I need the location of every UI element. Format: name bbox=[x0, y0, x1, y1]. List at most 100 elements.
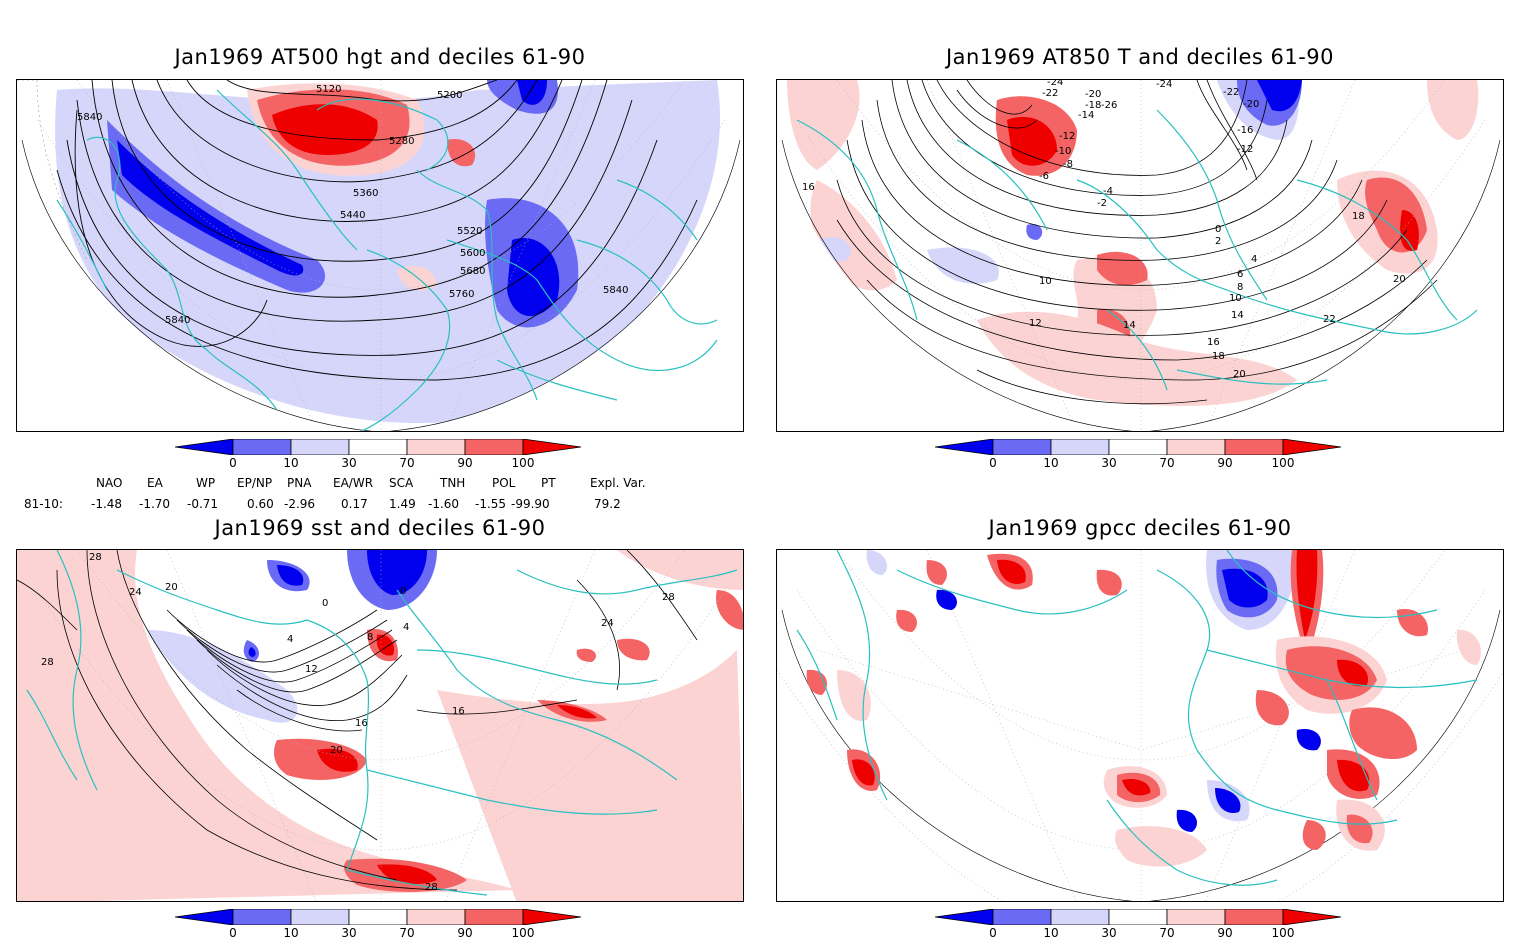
panel-4-title: Jan1969 gpcc deciles 61-90 bbox=[988, 516, 1292, 540]
contour-label: 18 bbox=[1352, 211, 1365, 222]
contour-label: 0 bbox=[400, 586, 406, 597]
colorbar-tick: 90 bbox=[457, 456, 473, 470]
contour-label: 5600 bbox=[460, 248, 485, 259]
contour-label: 20 bbox=[330, 745, 343, 756]
contour-label: 5440 bbox=[340, 210, 365, 221]
contour-label: 16 bbox=[355, 718, 368, 729]
contour-label: -14 bbox=[1078, 110, 1094, 121]
contour-label: -22 bbox=[1223, 87, 1239, 98]
contour-label: 4 bbox=[1251, 254, 1257, 265]
contour-label: 5760 bbox=[449, 289, 474, 300]
index-value-pol: -1.55 bbox=[475, 497, 507, 511]
index-row-label: 81-10: bbox=[24, 497, 63, 511]
contour-label: 12 bbox=[305, 664, 318, 675]
index-value-explvar: 79.2 bbox=[594, 497, 621, 511]
contour-labels-at500: 5120 5200 5280 5360 5440 5520 5600 5680 … bbox=[77, 84, 628, 326]
contour-label: 20 bbox=[165, 582, 178, 593]
contour-label: 20 bbox=[1233, 369, 1246, 380]
contour-label: 5200 bbox=[437, 90, 462, 101]
map-gpcc-svg bbox=[777, 550, 1503, 901]
map-sst-svg: 28 24 20 0 4 8 12 16 16 20 24 28 28 28 0… bbox=[17, 550, 743, 901]
contour-label: 0 bbox=[322, 598, 328, 609]
colorbar-tick: 0 bbox=[229, 456, 237, 470]
colorbar-tick: 0 bbox=[989, 926, 997, 940]
map-at850-svg: -24 -22 -20 -18 -14 -12 -10 -8 -6 -4 -2 … bbox=[777, 80, 1503, 431]
index-header-pna: PNA bbox=[287, 476, 312, 490]
colorbar-4-svg bbox=[934, 908, 1342, 926]
colorbar-tick: 90 bbox=[1217, 926, 1233, 940]
contour-labels-sst: 28 24 20 0 4 8 12 16 16 20 24 28 28 28 0… bbox=[41, 552, 675, 893]
contour-label: 10 bbox=[1229, 293, 1242, 304]
panel-3-title: Jan1969 sst and deciles 61-90 bbox=[214, 516, 546, 540]
colorbar-tick: 0 bbox=[989, 456, 997, 470]
contour-label: 5840 bbox=[603, 285, 628, 296]
contour-label: 2 bbox=[1215, 236, 1221, 247]
colorbar-tick: 100 bbox=[511, 456, 535, 470]
colorbar-tick: 30 bbox=[1101, 456, 1117, 470]
colorbar-2: 0 10 30 70 90 100 bbox=[934, 438, 1355, 473]
index-header-eawr: EA/WR bbox=[333, 476, 374, 490]
colorbar-tick: 100 bbox=[511, 926, 535, 940]
colorbar-tick: 30 bbox=[1101, 926, 1117, 940]
contour-label: -2 bbox=[1097, 198, 1107, 209]
map-panel-at850: -24 -22 -20 -18 -14 -12 -10 -8 -6 -4 -2 … bbox=[776, 79, 1504, 432]
contour-label: -24 bbox=[1047, 80, 1063, 88]
panel-2-title: Jan1969 AT850 T and deciles 61-90 bbox=[945, 45, 1335, 69]
colorbar-tick: 10 bbox=[283, 456, 299, 470]
index-header-explvar: Expl. Var. bbox=[590, 476, 646, 490]
contour-label: -12 bbox=[1059, 131, 1075, 142]
contour-label: 5120 bbox=[316, 84, 341, 95]
contour-label: 0 bbox=[1215, 224, 1221, 235]
colorbar-tick: 100 bbox=[1271, 926, 1295, 940]
map-at500-svg: 5120 5200 5280 5360 5440 5520 5600 5680 … bbox=[17, 80, 743, 431]
contour-label: -4 bbox=[1103, 186, 1113, 197]
map-panel-sst: 28 24 20 0 4 8 12 16 16 20 24 28 28 28 0… bbox=[16, 549, 744, 902]
contour-label: 14 bbox=[1231, 310, 1244, 321]
contour-label: 18 bbox=[1212, 351, 1225, 362]
colorbar-tick: 30 bbox=[341, 926, 357, 940]
contour-label: -8 bbox=[1063, 159, 1073, 170]
index-header-nao: NAO bbox=[96, 476, 123, 490]
contour-label: 20 bbox=[1393, 274, 1406, 285]
colorbar-tick: 70 bbox=[399, 926, 415, 940]
contour-label: -18 bbox=[1085, 100, 1101, 111]
contour-label: 8 bbox=[367, 632, 373, 643]
index-value-nao: -1.48 bbox=[91, 497, 123, 511]
indices-table: NAO EA WP EP/NP PNA EA/WR SCA TNH POL PT… bbox=[0, 474, 760, 514]
index-value-pt: -99.90 bbox=[511, 497, 550, 511]
contour-label: 6 bbox=[1237, 269, 1243, 280]
index-value-eawr: 0.17 bbox=[341, 497, 368, 511]
contour-label: 5360 bbox=[353, 188, 378, 199]
contour-label: -10 bbox=[1055, 146, 1071, 157]
contour-label: 28 bbox=[89, 552, 102, 563]
contour-label: 24 bbox=[129, 587, 142, 598]
colorbar-tick: 10 bbox=[1043, 926, 1059, 940]
contour-label: 16 bbox=[452, 706, 465, 717]
contour-label: 22 bbox=[1323, 314, 1336, 325]
colorbar-2-svg bbox=[934, 438, 1342, 456]
contour-label: 5280 bbox=[389, 136, 414, 147]
contour-label: 16 bbox=[1207, 337, 1220, 348]
contour-label: 16 bbox=[802, 182, 815, 193]
colorbar-1-svg bbox=[174, 438, 582, 456]
contour-label: -24 bbox=[1156, 80, 1172, 90]
contour-label: 5840 bbox=[77, 112, 102, 123]
index-header-pol: POL bbox=[492, 476, 516, 490]
index-header-tnh: TNH bbox=[440, 476, 466, 490]
contour-label: -20 bbox=[1085, 89, 1101, 100]
contour-label: -16 bbox=[1237, 125, 1253, 136]
contour-label: -12 bbox=[1237, 144, 1253, 155]
contour-labels-at850: -24 -22 -20 -18 -14 -12 -10 -8 -6 -4 -2 … bbox=[802, 80, 1406, 380]
index-value-tnh: -1.60 bbox=[428, 497, 460, 511]
colorbar-4: 0 10 30 70 90 100 bbox=[934, 908, 1355, 943]
index-header-wp: WP bbox=[196, 476, 216, 490]
colorbar-tick: 10 bbox=[1043, 456, 1059, 470]
map-panel-at500: 5120 5200 5280 5360 5440 5520 5600 5680 … bbox=[16, 79, 744, 432]
contour-label: 12 bbox=[1029, 318, 1042, 329]
panel-1-title: Jan1969 AT500 hgt and deciles 61-90 bbox=[174, 45, 586, 69]
colorbar-tick: 0 bbox=[229, 926, 237, 940]
index-header-sca: SCA bbox=[389, 476, 414, 490]
colorbar-tick: 70 bbox=[1159, 456, 1175, 470]
contour-label: 5680 bbox=[460, 266, 485, 277]
colorbar-tick: 100 bbox=[1271, 456, 1295, 470]
